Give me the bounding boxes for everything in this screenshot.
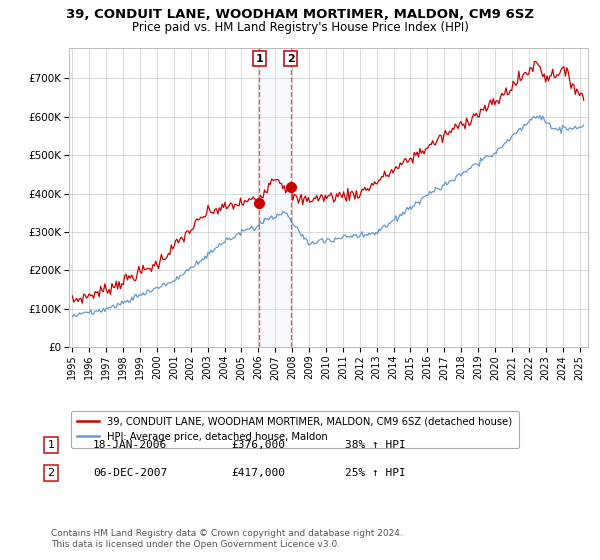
- Text: 25% ↑ HPI: 25% ↑ HPI: [345, 468, 406, 478]
- Text: £376,000: £376,000: [231, 440, 285, 450]
- Text: 06-DEC-2007: 06-DEC-2007: [93, 468, 167, 478]
- Text: 18-JAN-2006: 18-JAN-2006: [93, 440, 167, 450]
- Legend: 39, CONDUIT LANE, WOODHAM MORTIMER, MALDON, CM9 6SZ (detached house), HPI: Avera: 39, CONDUIT LANE, WOODHAM MORTIMER, MALD…: [71, 410, 518, 447]
- Text: 39, CONDUIT LANE, WOODHAM MORTIMER, MALDON, CM9 6SZ: 39, CONDUIT LANE, WOODHAM MORTIMER, MALD…: [66, 8, 534, 21]
- Text: Price paid vs. HM Land Registry's House Price Index (HPI): Price paid vs. HM Land Registry's House …: [131, 21, 469, 34]
- Bar: [259, 48, 291, 347]
- Text: 1: 1: [256, 54, 263, 64]
- Text: 2: 2: [47, 468, 55, 478]
- Text: 38% ↑ HPI: 38% ↑ HPI: [345, 440, 406, 450]
- Text: Contains HM Land Registry data © Crown copyright and database right 2024.
This d: Contains HM Land Registry data © Crown c…: [51, 529, 403, 549]
- Text: £417,000: £417,000: [231, 468, 285, 478]
- Text: 1: 1: [47, 440, 55, 450]
- Text: 2: 2: [287, 54, 295, 64]
